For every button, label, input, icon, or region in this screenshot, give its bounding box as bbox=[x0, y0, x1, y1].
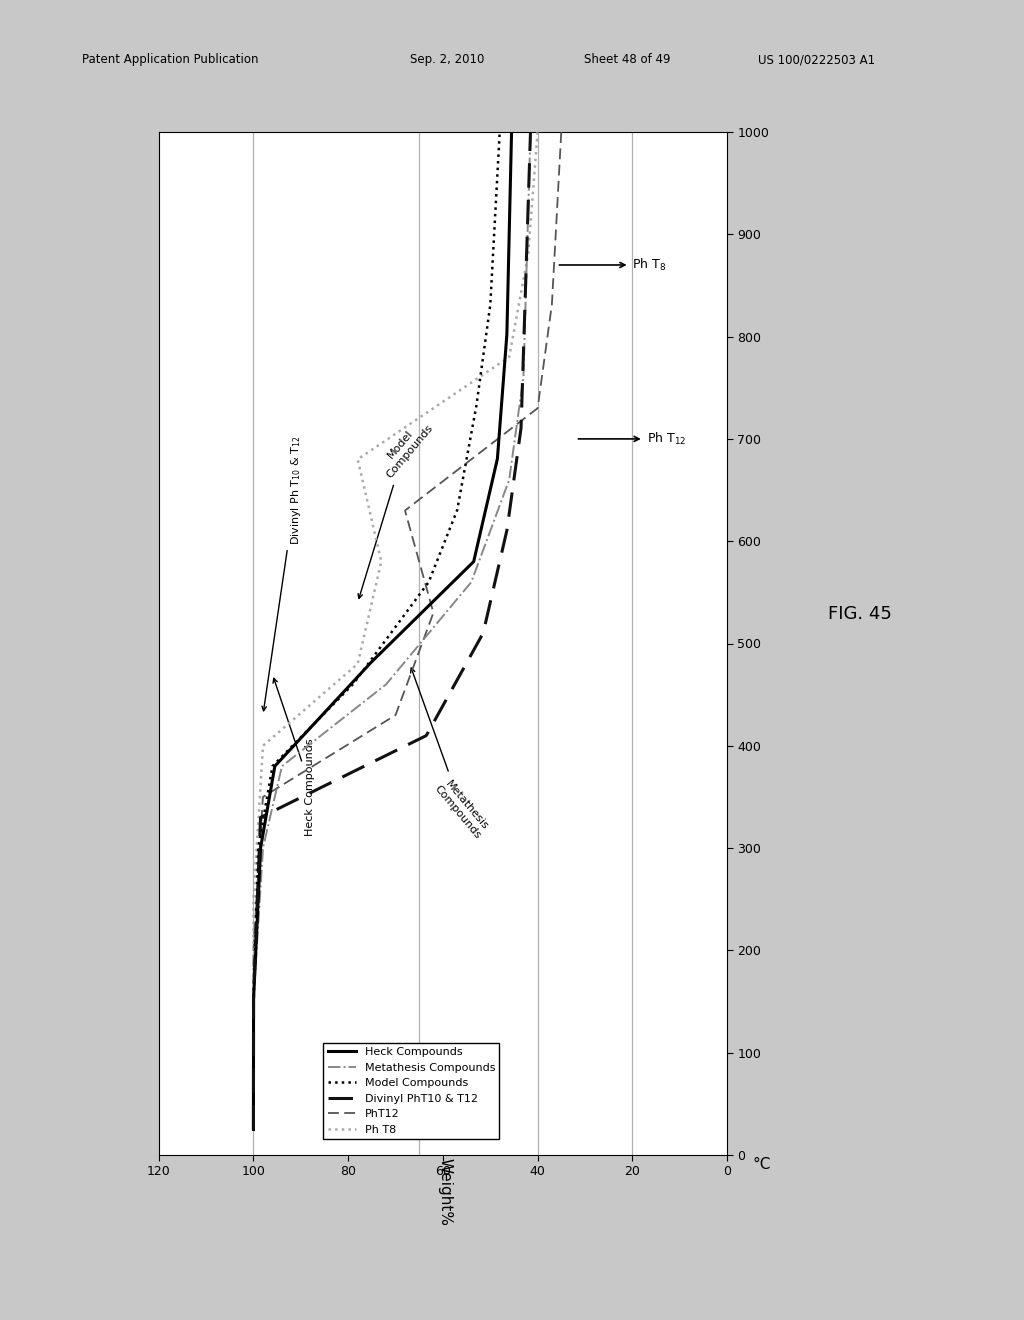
Text: Divinyl Ph T$_{10}$ & T$_{12}$: Divinyl Ph T$_{10}$ & T$_{12}$ bbox=[262, 436, 303, 711]
Text: Model
Compounds: Model Compounds bbox=[358, 416, 434, 598]
Text: Ph T$_{12}$: Ph T$_{12}$ bbox=[579, 430, 686, 447]
Text: Metathesis
Compounds: Metathesis Compounds bbox=[411, 668, 492, 841]
Text: Ph T$_8$: Ph T$_8$ bbox=[559, 257, 667, 273]
Text: Patent Application Publication: Patent Application Publication bbox=[82, 53, 258, 66]
Text: Weight%: Weight% bbox=[438, 1158, 453, 1226]
Text: FIG. 45: FIG. 45 bbox=[828, 605, 892, 623]
Text: Sheet 48 of 49: Sheet 48 of 49 bbox=[584, 53, 670, 66]
Text: Heck Compounds: Heck Compounds bbox=[273, 678, 315, 836]
Text: °C: °C bbox=[753, 1156, 771, 1172]
Legend: Heck Compounds, Metathesis Compounds, Model Compounds, Divinyl PhT10 & T12, PhT1: Heck Compounds, Metathesis Compounds, Mo… bbox=[324, 1043, 500, 1139]
Text: US 100/0222503 A1: US 100/0222503 A1 bbox=[758, 53, 874, 66]
Text: Sep. 2, 2010: Sep. 2, 2010 bbox=[410, 53, 484, 66]
